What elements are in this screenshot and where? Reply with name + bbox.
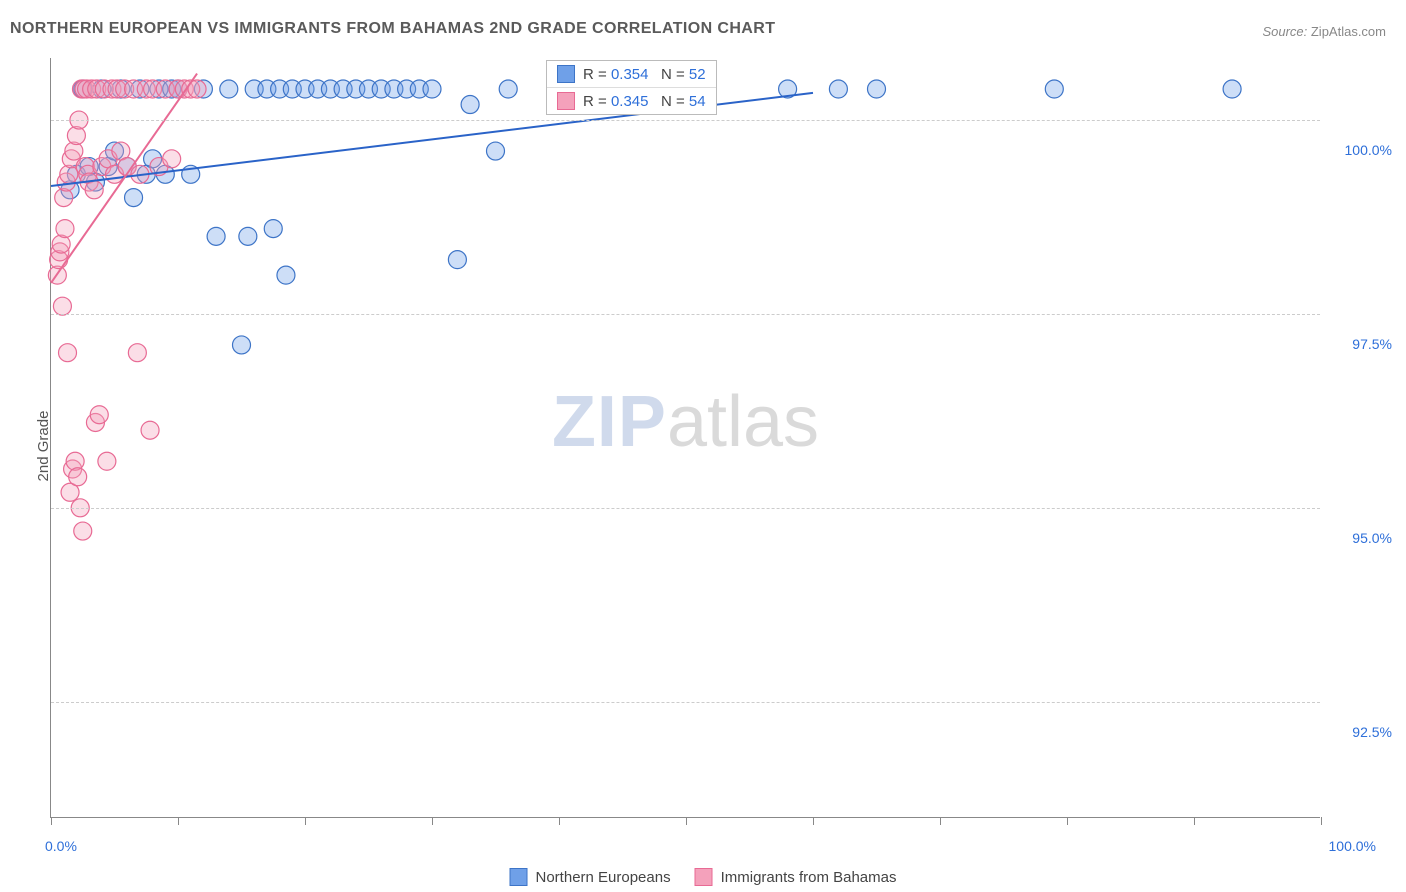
data-point bbox=[207, 227, 225, 245]
legend-row: R = 0.354 N = 52 bbox=[547, 61, 716, 88]
gridline-h bbox=[51, 702, 1320, 703]
data-point bbox=[98, 452, 116, 470]
legend-swatch bbox=[695, 868, 713, 886]
scatter-plot-area: ZIPatlas 92.5%95.0%97.5%100.0% bbox=[50, 58, 1320, 818]
y-tick-label: 97.5% bbox=[1332, 336, 1392, 352]
x-tick bbox=[686, 817, 687, 825]
data-point bbox=[220, 80, 238, 98]
data-point bbox=[868, 80, 886, 98]
data-point bbox=[829, 80, 847, 98]
x-tick bbox=[940, 817, 941, 825]
data-point bbox=[125, 189, 143, 207]
x-tick-label: 100.0% bbox=[1329, 838, 1376, 854]
x-tick bbox=[178, 817, 179, 825]
legend-swatch bbox=[557, 65, 575, 83]
legend-stats: R = 0.354 N = 52 bbox=[583, 66, 706, 83]
x-tick bbox=[305, 817, 306, 825]
x-tick bbox=[559, 817, 560, 825]
legend-label: Northern Europeans bbox=[536, 869, 671, 886]
x-tick bbox=[1194, 817, 1195, 825]
legend-label: Immigrants from Bahamas bbox=[721, 869, 897, 886]
source-site: ZipAtlas.com bbox=[1311, 24, 1386, 39]
data-point bbox=[1223, 80, 1241, 98]
y-tick-label: 95.0% bbox=[1332, 530, 1392, 546]
legend-swatch bbox=[510, 868, 528, 886]
y-tick-label: 100.0% bbox=[1332, 142, 1392, 158]
data-point bbox=[163, 150, 181, 168]
data-point bbox=[1045, 80, 1063, 98]
gridline-h bbox=[51, 120, 1320, 121]
x-tick bbox=[1067, 817, 1068, 825]
data-point bbox=[264, 220, 282, 238]
gridline-h bbox=[51, 314, 1320, 315]
legend-entry: Immigrants from Bahamas bbox=[695, 868, 897, 886]
data-point bbox=[499, 80, 517, 98]
plot-svg bbox=[51, 58, 1320, 817]
data-point bbox=[461, 96, 479, 114]
correlation-legend: R = 0.354 N = 52 R = 0.345 N = 54 bbox=[546, 60, 717, 115]
x-tick bbox=[1321, 817, 1322, 825]
y-tick-label: 92.5% bbox=[1332, 724, 1392, 740]
series-legend: Northern Europeans Immigrants from Bahama… bbox=[510, 868, 897, 886]
data-point bbox=[487, 142, 505, 160]
data-point bbox=[59, 344, 77, 362]
data-point bbox=[69, 468, 87, 486]
legend-swatch bbox=[557, 92, 575, 110]
data-point bbox=[53, 297, 71, 315]
data-point bbox=[423, 80, 441, 98]
data-point bbox=[233, 336, 251, 354]
legend-entry: Northern Europeans bbox=[510, 868, 671, 886]
legend-row: R = 0.345 N = 54 bbox=[547, 88, 716, 114]
data-point bbox=[56, 220, 74, 238]
data-point bbox=[85, 181, 103, 199]
data-point bbox=[90, 406, 108, 424]
data-point bbox=[448, 251, 466, 269]
data-point bbox=[74, 522, 92, 540]
x-tick bbox=[51, 817, 52, 825]
source-label: Source: bbox=[1262, 24, 1310, 39]
chart-title: NORTHERN EUROPEAN VS IMMIGRANTS FROM BAH… bbox=[10, 20, 775, 38]
x-tick bbox=[432, 817, 433, 825]
source-attribution: Source: ZipAtlas.com bbox=[1262, 24, 1386, 39]
data-point bbox=[141, 421, 159, 439]
x-tick-label: 0.0% bbox=[45, 838, 77, 854]
data-point bbox=[277, 266, 295, 284]
legend-stats: R = 0.345 N = 54 bbox=[583, 93, 706, 110]
data-point bbox=[239, 227, 257, 245]
gridline-h bbox=[51, 508, 1320, 509]
data-point bbox=[128, 344, 146, 362]
x-tick bbox=[813, 817, 814, 825]
